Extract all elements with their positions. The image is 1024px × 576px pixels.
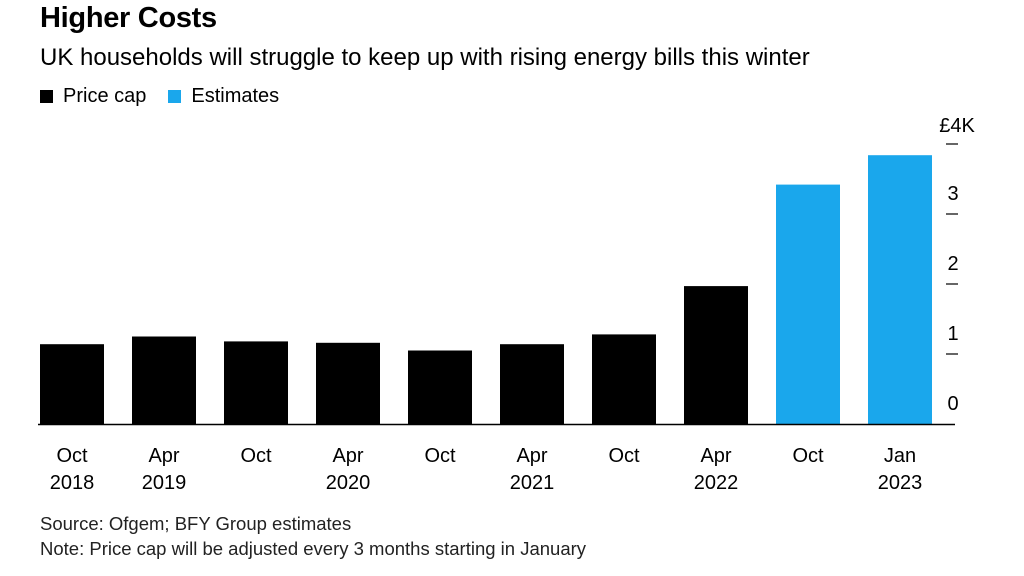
source-note: Source: Ofgem; BFY Group estimates xyxy=(40,513,352,534)
x-tick-label-6: Oct xyxy=(608,445,640,467)
y-tick-label-2: 2 xyxy=(947,253,958,275)
chart-subtitle: UK households will struggle to keep up w… xyxy=(40,44,810,71)
bar-price-cap-5 xyxy=(500,344,564,424)
bar-price-cap-4 xyxy=(408,350,472,424)
x-tick-label-3: Apr xyxy=(332,445,363,467)
y-tick-label-1: 1 xyxy=(947,323,958,345)
x-tick-label-8: Oct xyxy=(792,445,824,467)
bar-price-cap-7 xyxy=(684,286,748,424)
chart-title: Higher Costs xyxy=(40,2,217,34)
x-tick-label-1: Apr xyxy=(148,445,179,467)
y-tick-label-4: £4K xyxy=(939,115,975,137)
x-tick-label-0: Oct xyxy=(56,445,88,467)
bar-price-cap-2 xyxy=(224,341,288,424)
legend-swatch-estimates xyxy=(168,90,182,103)
x-tick-year-0: 2018 xyxy=(50,472,95,494)
x-tick-year-9: 2023 xyxy=(878,472,923,494)
legend: Price cap Estimates xyxy=(40,85,301,108)
x-tick-year-5: 2021 xyxy=(510,472,555,494)
bar-price-cap-0 xyxy=(40,344,104,424)
x-tick-year-7: 2022 xyxy=(694,472,739,494)
x-tick-year-3: 2020 xyxy=(326,472,371,494)
legend-label-estimates: Estimates xyxy=(191,85,280,107)
bar-price-cap-1 xyxy=(132,336,196,424)
bar-estimate-9 xyxy=(868,155,932,424)
x-tick-label-9: Jan xyxy=(884,445,916,467)
y-tick-label-0: 0 xyxy=(947,393,958,415)
x-tick-label-5: Apr xyxy=(516,445,547,467)
legend-swatch-price-cap xyxy=(40,90,53,103)
bar-estimate-8 xyxy=(776,184,840,424)
x-tick-year-1: 2019 xyxy=(142,472,187,494)
x-tick-label-2: Oct xyxy=(240,445,272,467)
footnote: Note: Price cap will be adjusted every 3… xyxy=(40,538,587,559)
bar-price-cap-3 xyxy=(316,342,380,424)
x-tick-label-7: Apr xyxy=(700,445,731,467)
legend-item-estimates: Estimates xyxy=(168,85,279,108)
x-tick-label-4: Oct xyxy=(424,445,456,467)
bar-price-cap-6 xyxy=(592,334,656,424)
legend-item-price-cap: Price cap xyxy=(40,85,146,108)
legend-label-price-cap: Price cap xyxy=(63,85,147,107)
y-tick-label-3: 3 xyxy=(947,183,958,205)
